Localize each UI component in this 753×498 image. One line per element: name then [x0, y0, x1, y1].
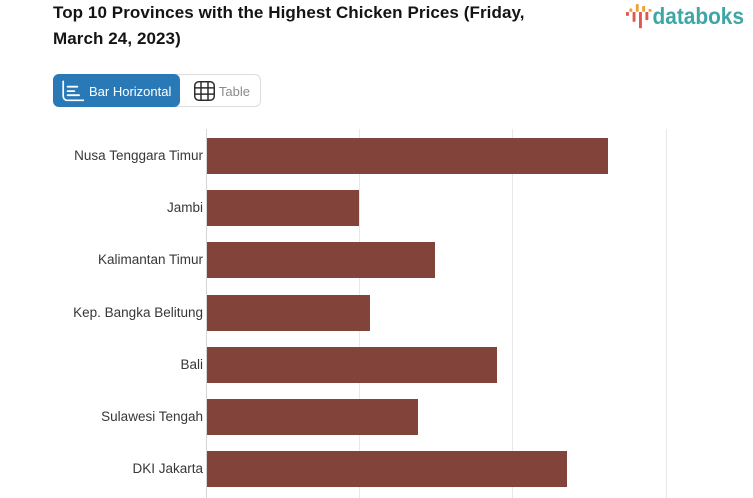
svg-text:databoks: databoks: [653, 3, 745, 29]
